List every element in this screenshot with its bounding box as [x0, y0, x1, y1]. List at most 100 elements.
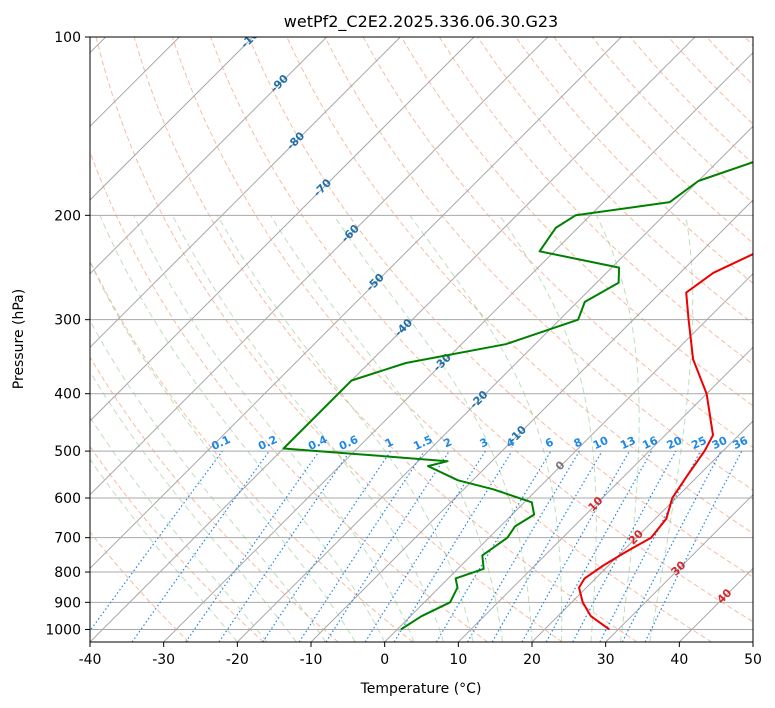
isotherm-line — [90, 37, 475, 422]
y-tick-label: 1000 — [45, 622, 81, 638]
isotherm-line — [384, 272, 753, 642]
isotherm-line — [90, 37, 696, 642]
mixing-ratio-label: 10 — [591, 434, 611, 452]
moist-adiabat-line — [90, 416, 268, 642]
moist-adiabat-line — [217, 215, 474, 642]
isotherm-line — [678, 567, 753, 642]
dry-adiabat-line — [706, 37, 753, 86]
dry-adiabat-line — [90, 356, 339, 642]
dry-adiabat-line — [133, 37, 638, 642]
mixing-ratio-line — [262, 450, 392, 642]
mixing-ratio-line — [325, 450, 450, 642]
dry-adiabat-line — [400, 37, 753, 407]
y-tick-label: 200 — [54, 208, 81, 224]
mixing-ratio-label: 1.5 — [411, 433, 434, 453]
dry-adiabat-line — [90, 150, 488, 642]
x-tick-label: 30 — [597, 652, 615, 668]
mixing-ratio-label: 13 — [618, 434, 637, 452]
y-tick-label: 100 — [54, 30, 81, 46]
isotherm-line — [90, 37, 549, 496]
isotherm-line — [531, 420, 753, 642]
dry-adiabat-line — [553, 37, 753, 244]
isotherm-line — [236, 125, 753, 642]
dry-adiabat-line — [171, 37, 712, 642]
mixing-ratio-line — [644, 450, 743, 642]
isotherm-line — [163, 51, 753, 642]
mixing-ratio-label: 20 — [665, 434, 685, 452]
isotherm-line — [90, 37, 254, 201]
mixing-ratio-label: 16 — [640, 434, 660, 452]
y-tick-label: 700 — [54, 531, 81, 547]
moist-adiabat-line — [409, 215, 563, 642]
dry-adiabat-line — [324, 37, 753, 491]
isotherm-line — [90, 37, 622, 570]
dry-adiabat-line — [248, 37, 753, 578]
dry-adiabat-line — [515, 37, 753, 284]
moist-adiabat-line — [90, 319, 327, 642]
dewpoint-profile-line — [282, 161, 753, 631]
isotherm-line — [752, 641, 753, 642]
mixing-ratio-line — [218, 450, 351, 642]
y-tick-label: 600 — [54, 491, 81, 507]
moist-adiabat-line — [333, 215, 533, 642]
x-tick-label: 50 — [744, 652, 762, 668]
dry-adiabat-line — [744, 37, 753, 47]
isotherm-label: -60 — [339, 222, 362, 245]
y-tick-label: 300 — [54, 313, 81, 329]
x-tick-label: -20 — [226, 652, 249, 668]
dry-adiabat-line — [438, 37, 753, 366]
moist-adiabat-line — [596, 215, 640, 642]
mixing-ratio-line — [545, 450, 653, 642]
isotherm-line — [90, 37, 328, 275]
dry-adiabat-line — [668, 37, 753, 125]
mixing-ratio-label: 6 — [543, 435, 556, 450]
mixing-ratio-label: 0.2 — [256, 433, 279, 453]
axis-ticks: -40 -30 -20 -10 0 10 20 30 40 50 1000 900 800 700 600 5… — [45, 30, 762, 668]
mixing-ratio-label: 0.6 — [337, 433, 360, 453]
mixing-ratio-line — [466, 450, 580, 642]
isotherm-line — [605, 493, 753, 642]
moist-adiabat-line — [649, 215, 694, 642]
dry-adiabat-line — [591, 37, 753, 204]
isotherm-line — [90, 37, 401, 349]
y-tick-label: 800 — [54, 565, 81, 581]
mixing-ratio-line — [521, 450, 631, 642]
dry-adiabat-line — [210, 37, 753, 623]
moist-adiabat-line — [133, 215, 415, 642]
moist-adiabat-line — [90, 260, 356, 642]
isotherm-label: 20 — [626, 527, 646, 547]
mixing-ratio-label: 25 — [689, 434, 708, 452]
y-tick-label: 400 — [54, 387, 81, 403]
x-tick-label: 10 — [449, 652, 467, 668]
y-tick-label: 500 — [54, 444, 81, 460]
mixing-ratio-line — [131, 450, 270, 642]
moist-adiabat-line — [172, 215, 445, 642]
x-tick-label: -10 — [300, 652, 323, 668]
mixing-ratio-label: 30 — [710, 434, 730, 452]
x-tick-label: 0 — [380, 652, 389, 668]
mixing-ratio-line — [185, 450, 320, 642]
dry-adiabat-line — [95, 37, 563, 642]
moist-adiabat-line — [270, 215, 503, 642]
dry-adiabat-line — [90, 445, 264, 642]
y-axis-label: Pressure (hPa) — [11, 289, 27, 389]
temperature-profile-line — [578, 253, 753, 631]
isotherm-line — [457, 346, 753, 642]
mixing-ratio-label: 36 — [731, 434, 751, 452]
mixing-ratio-line — [393, 450, 513, 642]
mixing-ratio-line — [572, 450, 677, 642]
moist-adiabat-line — [90, 458, 238, 642]
mixing-ratio-line — [90, 450, 223, 632]
plot-frame — [89, 36, 754, 643]
isotherm-line — [310, 199, 753, 642]
moist-adiabat-line — [99, 215, 386, 642]
moist-adiabat-line — [90, 370, 297, 642]
mixing-ratio-line — [298, 450, 425, 642]
dry-adiabat-line — [362, 37, 753, 449]
y-tick-label: 900 — [54, 595, 81, 611]
chart-title: wetPf2_C2E2.2025.336.06.30.G23 — [284, 12, 558, 32]
x-tick-label: 40 — [670, 652, 688, 668]
plot-area: 0.1 0.2 0.4 0.6 1 1.5 2 3 4 6 8 10 13 16 20 25 30 36-100-… — [90, 37, 753, 642]
